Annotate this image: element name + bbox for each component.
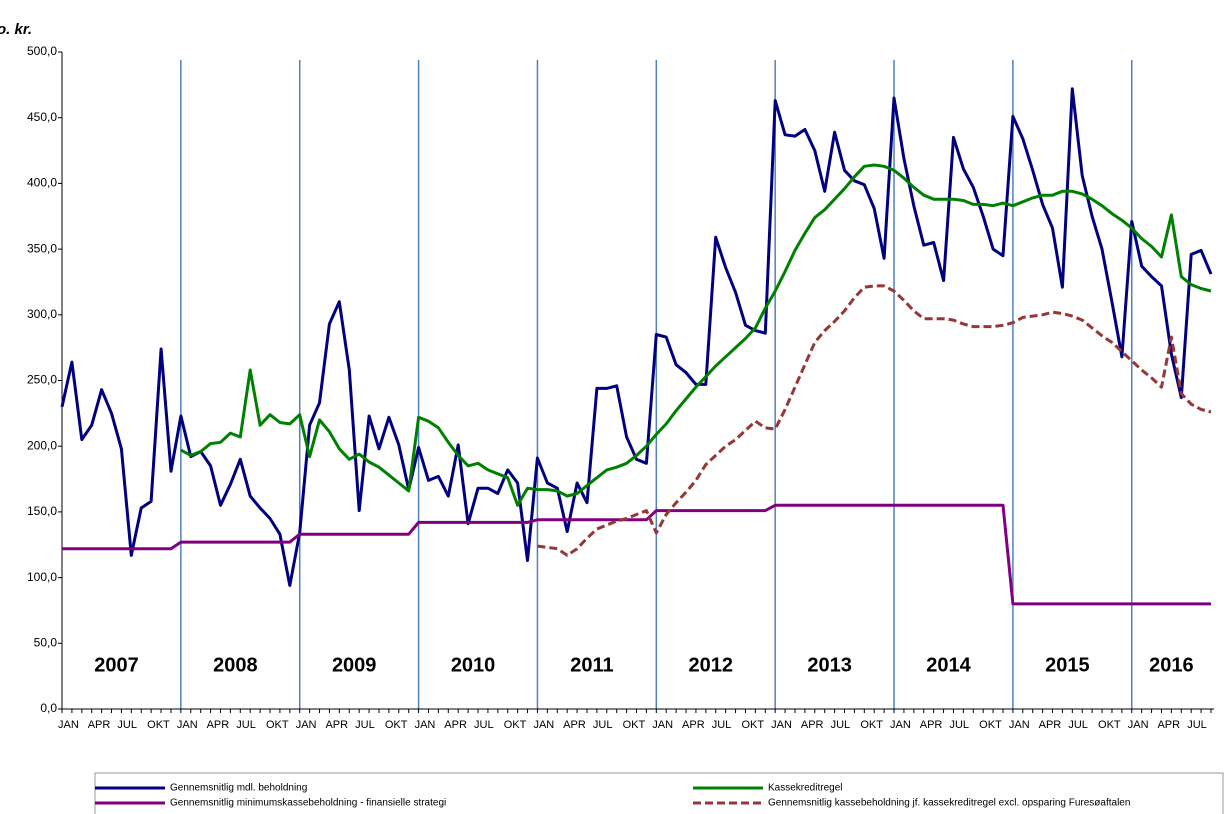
x-tick-label: OKT [504, 719, 527, 731]
x-tick-label: APR [1157, 719, 1180, 731]
x-tick-label: JAN [533, 719, 554, 731]
x-tick-label: JAN [296, 719, 317, 731]
x-tick-label: JAN [415, 719, 436, 731]
y-tick-label: 0,0 [40, 701, 57, 715]
year-label: 2011 [570, 654, 613, 676]
series-line [62, 503, 1211, 606]
x-tick-label: OKT [1098, 719, 1121, 731]
x-tick-label: JUL [355, 719, 375, 731]
year-label: 2010 [451, 654, 496, 676]
y-tick-label: 400,0 [27, 176, 57, 190]
y-tick-label: 50,0 [34, 635, 58, 649]
x-tick-label: JUL [474, 719, 494, 731]
legend-box [94, 772, 1224, 814]
year-label: 2014 [926, 654, 971, 676]
x-tick-label: JAN [771, 719, 792, 731]
x-tick-label: APR [920, 719, 943, 731]
x-tick-label: JUL [831, 719, 851, 731]
y-tick-label: 350,0 [27, 241, 57, 255]
x-tick-label: JUL [1068, 719, 1088, 731]
legend-label: Gennemsnitlig minimumskassebeholdning - … [170, 798, 446, 809]
legend-label: Kassekreditregel [768, 783, 842, 794]
year-label: 2007 [94, 654, 139, 676]
y-tick-label: 150,0 [27, 504, 57, 518]
y-axis-label: Mio. kr. [0, 21, 32, 38]
x-tick-label: APR [88, 719, 111, 731]
x-tick-label: JUL [236, 719, 256, 731]
x-tick-label: JAN [890, 719, 911, 731]
x-tick-label: APR [444, 719, 467, 731]
x-tick-label: JUL [117, 719, 137, 731]
x-tick-label: JUL [593, 719, 613, 731]
y-tick-label: 250,0 [27, 373, 57, 387]
x-tick-label: OKT [623, 719, 646, 731]
x-tick-label: APR [682, 719, 705, 731]
x-tick-label: JAN [58, 719, 79, 731]
x-tick-label: JUL [712, 719, 732, 731]
x-tick-label: JUL [949, 719, 969, 731]
x-tick-label: JAN [652, 719, 673, 731]
series-line [60, 87, 1213, 587]
y-tick-label: 200,0 [27, 438, 57, 452]
y-tick-label: 500,0 [27, 44, 57, 58]
x-tick-label: JAN [1009, 719, 1030, 731]
x-tick-label: APR [563, 719, 586, 731]
year-label: 2016 [1149, 654, 1194, 676]
y-tick-label: 100,0 [27, 570, 57, 584]
x-tick-label: OKT [979, 719, 1002, 731]
legend-label: Gennemsnitlig kassebeholdning jf. kassek… [768, 798, 1130, 809]
x-tick-label: APR [1039, 719, 1062, 731]
x-tick-label: OKT [385, 719, 408, 731]
x-tick-label: APR [801, 719, 824, 731]
x-tick-label: JUL [1187, 719, 1207, 731]
x-tick-label: APR [207, 719, 230, 731]
y-tick-label: 300,0 [27, 307, 57, 321]
year-label: 2015 [1045, 654, 1090, 676]
x-tick-label: OKT [147, 719, 170, 731]
legend-label: Gennemsnitlig mdl. beholdning [170, 783, 307, 794]
x-tick-label: JAN [1128, 719, 1149, 731]
x-tick-label: APR [325, 719, 348, 731]
year-label: 2008 [213, 654, 258, 676]
x-tick-label: OKT [860, 719, 883, 731]
year-label: 2013 [807, 654, 852, 676]
series-line [537, 284, 1212, 557]
x-tick-label: JAN [177, 719, 198, 731]
y-tick-label: 450,0 [27, 110, 57, 124]
x-tick-label: OKT [741, 719, 764, 731]
year-label: 2009 [332, 654, 377, 676]
series-line [180, 163, 1212, 507]
x-tick-label: OKT [266, 719, 289, 731]
year-label: 2012 [689, 654, 734, 676]
